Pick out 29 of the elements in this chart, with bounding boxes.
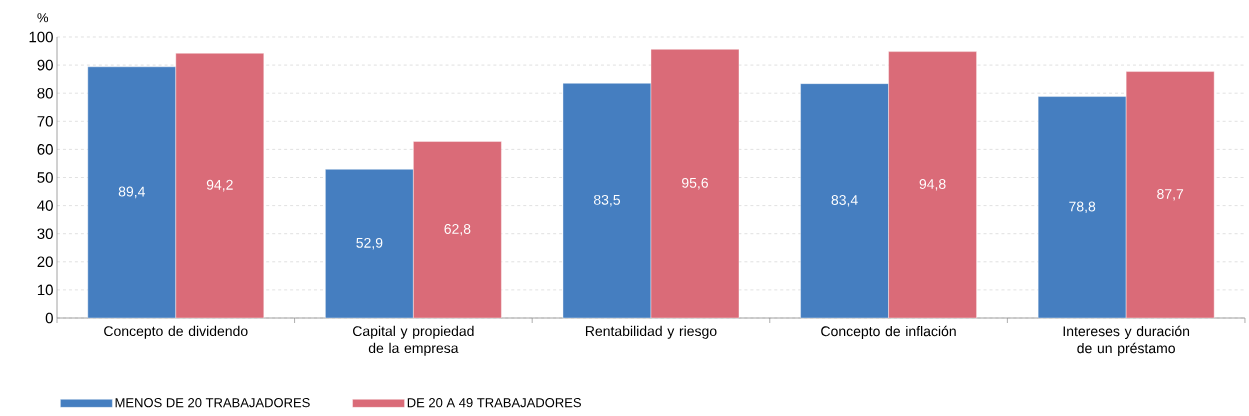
y-tick-label: 80 <box>37 87 53 99</box>
y-axis-title: % <box>37 13 49 23</box>
legend-label: DE 20 A 49 TRABAJADORES <box>407 398 581 408</box>
y-tick-label: 100 <box>29 31 53 43</box>
y-tick-label: 10 <box>37 284 53 296</box>
x-tick-label: Rentabilidad y riesgo <box>585 325 717 339</box>
y-tick-label: 50 <box>37 172 53 183</box>
data-label: 83,4 <box>831 195 858 207</box>
data-label: 52,9 <box>356 237 383 250</box>
x-tick-label: Concepto de dividendo <box>104 325 248 339</box>
y-tick-label: 70 <box>37 115 53 127</box>
data-label: 78,8 <box>1069 201 1096 214</box>
data-label: 89,4 <box>118 186 146 199</box>
data-label: 62,8 <box>444 223 471 236</box>
y-tick-label: 20 <box>37 256 53 268</box>
data-label: 94,8 <box>919 179 946 191</box>
data-label: 95,6 <box>682 177 708 190</box>
data-label: 83,5 <box>593 194 621 207</box>
data-label: 87,7 <box>1157 188 1184 201</box>
x-tick-label: Capital y propiedad de la empresa <box>353 325 474 356</box>
y-tick-label: 30 <box>37 228 53 239</box>
data-label: 94,2 <box>206 179 233 192</box>
y-tick-label: 0 <box>45 312 53 324</box>
x-tick-label: Intereses y duración de un préstamo <box>1063 325 1190 356</box>
y-tick-label: 90 <box>37 59 53 71</box>
y-tick-label: 60 <box>37 144 53 155</box>
legend-label: MENOS DE 20 TRABAJADORES <box>115 398 310 408</box>
y-tick-label: 40 <box>37 200 53 211</box>
x-tick-label: Concepto de inflación <box>821 325 956 339</box>
